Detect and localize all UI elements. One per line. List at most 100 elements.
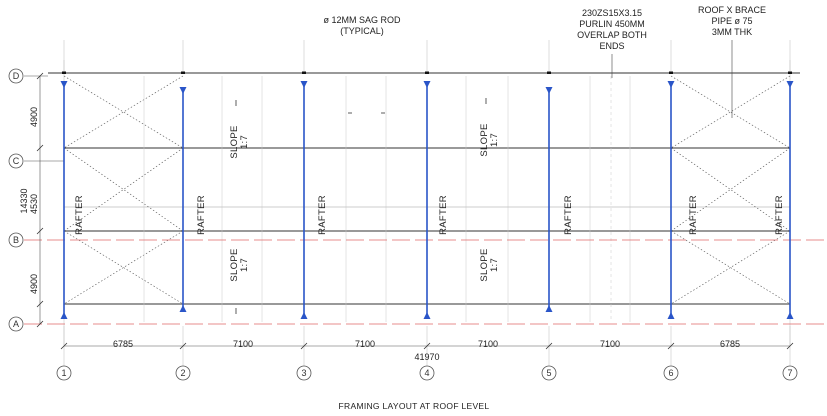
svg-text:PURLIN 450MM: PURLIN 450MM: [579, 19, 645, 29]
eave-tick-7: [788, 71, 792, 74]
row-dim-tick-3: [36, 227, 44, 235]
svg-text:ø 12MM SAG ROD: ø 12MM SAG ROD: [323, 15, 401, 25]
x-brace-b-4: [670, 75, 791, 149]
grid-label-3: 3: [301, 368, 306, 378]
grid-label-B: B: [13, 235, 19, 245]
grid-label-6: 6: [668, 368, 673, 378]
grid-label-D: D: [13, 71, 20, 81]
rafter-end-bottom-1: [60, 312, 68, 319]
dim-tick-3: [300, 342, 308, 350]
svg-text:3MM THK: 3MM THK: [712, 27, 752, 37]
rafter-label-1: RAFTER: [74, 195, 85, 235]
slope-label-lower-right: SLOPE 1:7: [479, 248, 500, 281]
svg-text:PIPE ø 75: PIPE ø 75: [711, 16, 752, 26]
x-brace-a-3: [63, 230, 184, 305]
rafter-end-top-1: [60, 81, 68, 88]
dim-overall-length: 41970: [414, 352, 439, 362]
dim-tick-1: [60, 342, 68, 350]
rafter-end-bottom-7: [786, 312, 794, 319]
rafter-end-top-3: [300, 81, 308, 88]
dim-row-3: 4900: [29, 274, 39, 294]
note-roof-brace: ROOF X BRACE PIPE ø 75 3MM THK: [698, 5, 766, 37]
roof-x-braces: [63, 75, 791, 305]
rafter-label-6: RAFTER: [688, 195, 699, 235]
row-dim-tick-2: [36, 144, 44, 152]
note-leaders: [611, 40, 733, 118]
dim-tick-2: [179, 342, 187, 350]
dim-bay-2: 7100: [233, 339, 253, 349]
grid-bubble-A: A: [8, 316, 24, 332]
svg-text:SLOPE: SLOPE: [229, 125, 240, 158]
x-brace-b-6: [670, 230, 791, 305]
rafter-end-bottom-6: [667, 312, 675, 319]
grid-label-C: C: [13, 156, 20, 166]
dim-bay-4: 7100: [478, 339, 498, 349]
grid-label-1: 1: [61, 368, 66, 378]
x-brace-a-4: [670, 75, 791, 149]
svg-text:ENDS: ENDS: [599, 41, 624, 51]
grid-bubble-2: 2: [175, 365, 191, 381]
row-dim-tick-4: [36, 300, 44, 308]
grid-label-2: 2: [180, 368, 185, 378]
grid-bubble-1: 1: [56, 365, 72, 381]
svg-text:1:7: 1:7: [239, 135, 250, 149]
svg-text:OVERLAP BOTH: OVERLAP BOTH: [577, 30, 647, 40]
rafter-end-top-4: [423, 81, 431, 88]
slope-label-lower-left: SLOPE 1:7: [229, 248, 250, 281]
rafter-end-bottom-2: [179, 305, 187, 312]
grid-bubble-4: 4: [419, 365, 435, 381]
bay-dimensions: 6785 7100 7100 7100 7100 6785 41970: [60, 339, 794, 362]
x-brace-b-3: [63, 230, 184, 305]
rafter-end-top-6: [667, 81, 675, 88]
dim-tick-7: [786, 342, 794, 350]
grid-label-5: 5: [546, 368, 551, 378]
grid-bubble-6: 6: [663, 365, 679, 381]
svg-text:1:7: 1:7: [489, 258, 500, 272]
dim-tick-5: [545, 342, 553, 350]
dim-bay-5: 7100: [600, 339, 620, 349]
row-dim-tick-1: [36, 72, 44, 80]
grid-label-A: A: [13, 319, 19, 329]
note-sag-rod: ø 12MM SAG ROD (TYPICAL): [323, 15, 401, 36]
dim-row-2: 4530: [29, 194, 39, 214]
svg-text:230ZS15X3.15: 230ZS15X3.15: [582, 8, 642, 18]
rafter-end-top-5: [545, 87, 553, 94]
x-brace-a-1: [63, 75, 184, 149]
svg-text:ROOF X BRACE: ROOF X BRACE: [698, 5, 766, 15]
dim-row-1: 4900: [29, 107, 39, 127]
eave-tick-2: [181, 71, 185, 74]
dim-tick-4: [423, 342, 431, 350]
grid-bubble-3: 3: [296, 365, 312, 381]
rafter-label-5: RAFTER: [563, 195, 574, 235]
red-grid-lines: [24, 75, 827, 325]
dim-bay-1: 6785: [113, 339, 133, 349]
rafter-end-top-7: [786, 81, 794, 88]
svg-text:SLOPE: SLOPE: [479, 248, 490, 281]
grid-bubble-5: 5: [541, 365, 557, 381]
grid-bubble-B: B: [8, 232, 24, 248]
rafter-end-bottom-4: [423, 312, 431, 319]
eave-tick-3: [302, 71, 306, 74]
x-brace-b-1: [63, 75, 184, 149]
rafter-label-3: RAFTER: [317, 195, 328, 235]
svg-text:SLOPE: SLOPE: [479, 123, 490, 156]
grid-bubble-C: C: [8, 153, 24, 169]
slope-label-upper-left: SLOPE 1:7: [229, 125, 250, 158]
grid-bubble-7: 7: [782, 365, 798, 381]
rafter-end-bottom-3: [300, 312, 308, 319]
dim-tick-6: [667, 342, 675, 350]
eave-tick-6: [669, 71, 673, 74]
rafter-label-4: RAFTER: [438, 195, 449, 235]
eave-tick-1: [62, 71, 66, 74]
slope-arrows: [235, 98, 487, 314]
rafter-end-top-2: [179, 87, 187, 94]
svg-text:1:7: 1:7: [489, 133, 500, 147]
grid-label-7: 7: [787, 368, 792, 378]
drawing-title: FRAMING LAYOUT AT ROOF LEVEL: [339, 401, 490, 411]
slope-label-upper-right: SLOPE 1:7: [479, 123, 500, 156]
dim-overall-width: 14330: [19, 188, 29, 213]
grid-bubble-D: D: [8, 68, 24, 84]
x-brace-a-6: [670, 230, 791, 305]
eave-tick-4: [425, 71, 429, 74]
row-dimensions: 4900 4530 4900 14330: [19, 72, 44, 328]
